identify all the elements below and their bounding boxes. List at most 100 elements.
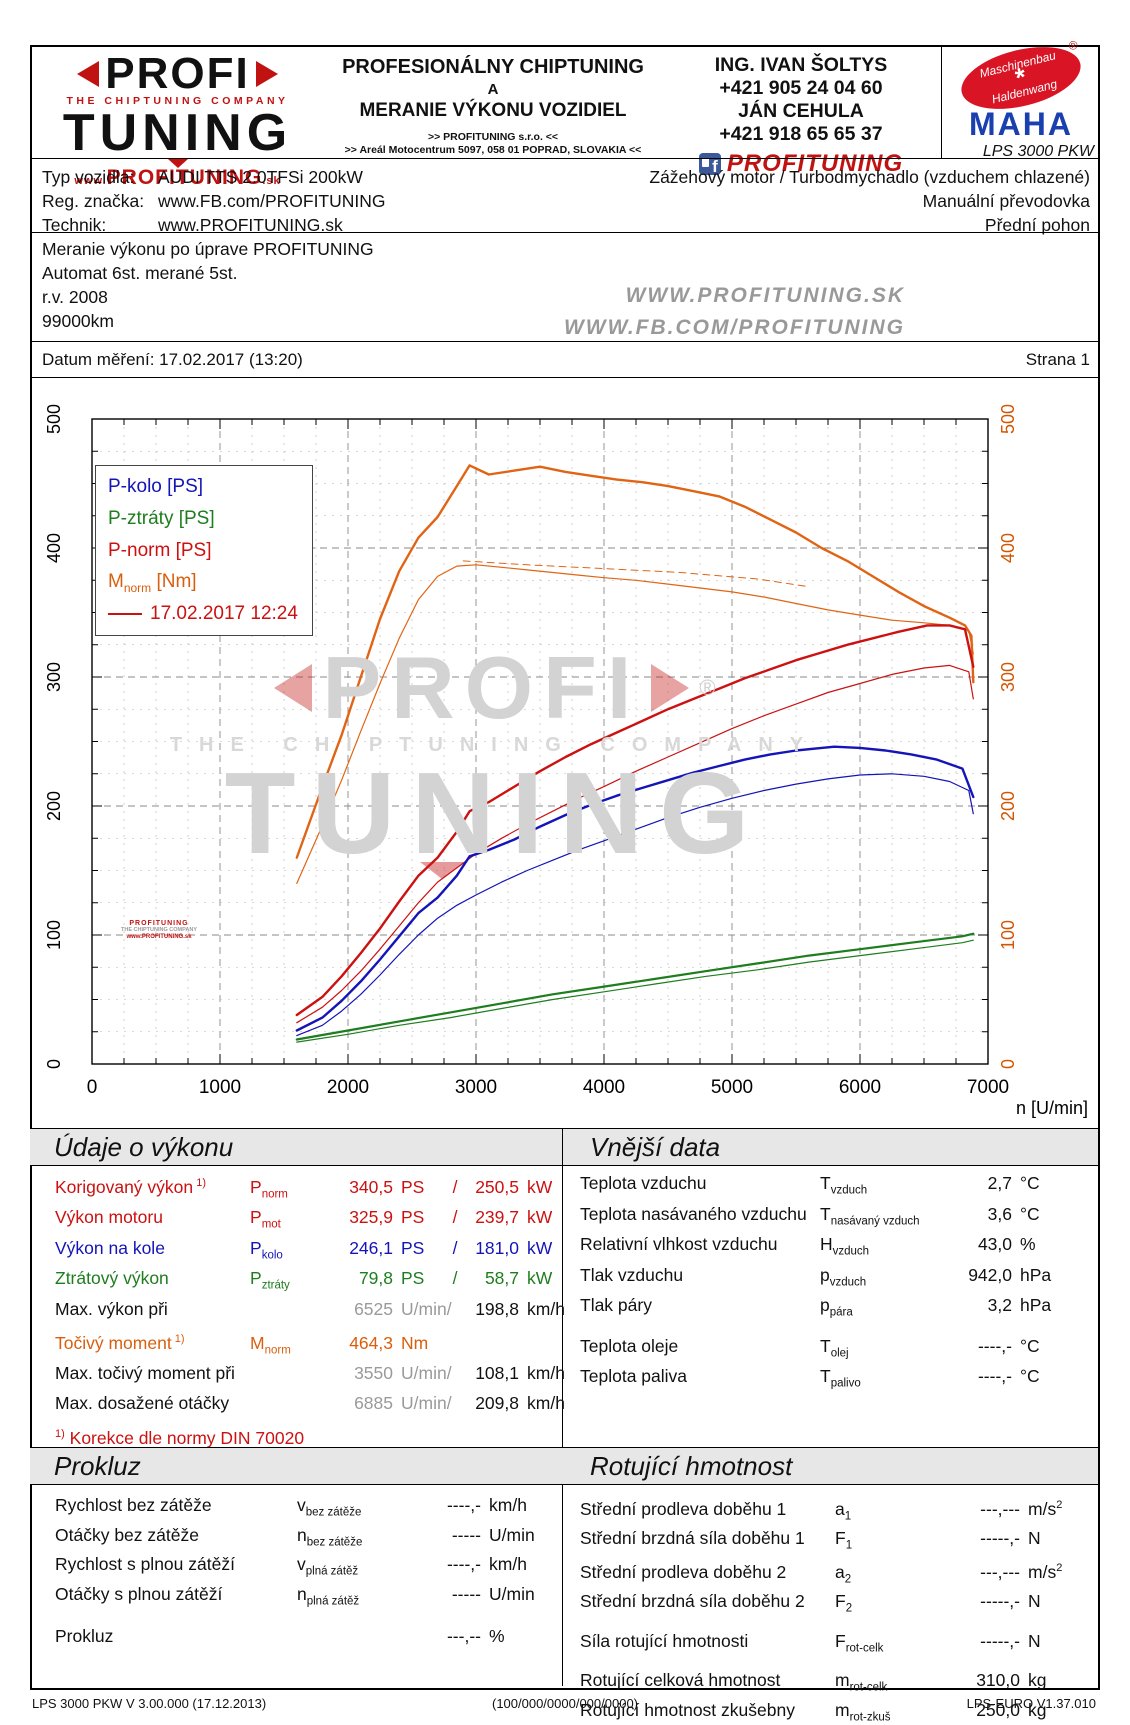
footer-version: LPS 3000 PKW V 3.00.000 (17.12.2013) bbox=[32, 1696, 267, 1711]
logo-company-text: THE CHIPTUNING COMPANY bbox=[66, 95, 289, 107]
legend-item-run-timestamp: 17.02.2017 12:24 bbox=[108, 601, 300, 627]
vehicle-row: Technik: www.PROFITUNING.sk bbox=[42, 213, 343, 237]
y-tick-label-left: 400 bbox=[44, 533, 64, 563]
table-row: Teplota oleje Tolej ----,- °C bbox=[580, 1335, 1040, 1360]
table-row: Střední prodleva doběhu 1 a1 ---,--- m/s2 bbox=[580, 1498, 1063, 1523]
series-m-norm-nm-run-12-24 bbox=[295, 464, 975, 859]
divider bbox=[30, 158, 1098, 159]
legend-item-p-kolo: P-kolo [PS] bbox=[108, 476, 204, 497]
section-title-rotating: Rotující hmotnost bbox=[590, 1451, 793, 1481]
page-number: Strana 1 bbox=[1025, 350, 1090, 369]
vehicle-reg-value: www.FB.com/PROFITUNING bbox=[158, 191, 386, 211]
note-line: r.v. 2008 bbox=[42, 287, 108, 307]
profituning-logo: PROFI THE CHIPTUNING COMPANY TUNING www.… bbox=[50, 49, 305, 191]
series-p-norm-ps-reference bbox=[296, 664, 974, 1024]
table-row: Tlak páry ppára 3,2 hPa bbox=[580, 1295, 1052, 1319]
table-row: Střední brzdná síla doběhu 2 F2 -----,- N bbox=[580, 1591, 1041, 1615]
stamp-line: THE CHIPTUNING COMPANY bbox=[121, 927, 197, 933]
maha-model-text: LPS 3000 PKW bbox=[982, 143, 1094, 160]
section-title-slip: Prokluz bbox=[54, 1451, 141, 1481]
y-tick-label-left: 500 bbox=[44, 404, 64, 434]
logo-arrow-left-icon bbox=[77, 61, 100, 87]
header-title-line3: MERANIE VÝKONU VOZIDIEL bbox=[359, 100, 627, 121]
series-p-kolo-ps-reference bbox=[296, 773, 974, 1037]
y-tick-label-right: 400 bbox=[998, 533, 1018, 563]
chart-canvas: 0 1000 2000 3000 4000 5000 6000 7000 0 0 100 100 200… bbox=[44, 404, 1088, 1118]
contact-name-1: ING. IVAN ŠOLTYS bbox=[714, 54, 888, 76]
vehicle-row: Reg. značka: www.FB.com/PROFITUNING bbox=[42, 189, 386, 213]
x-tick-label: 5000 bbox=[711, 1077, 753, 1098]
table-row: Ztrátový výkon Pztráty 79,8 PS/58,7 kW bbox=[55, 1268, 553, 1292]
x-tick-label: 0 bbox=[87, 1077, 98, 1098]
x-tick-label: 2000 bbox=[327, 1077, 369, 1098]
logo-site-text: www.PROFITUNING.sk bbox=[50, 167, 305, 191]
legend-item-p-norm: P-norm [PS] bbox=[108, 539, 212, 561]
ambient-data-table: Teplota vzduchu Tvzduch 2,7 °C Teplota nasáv… bbox=[580, 1172, 1090, 1396]
y-tick-label-left: 100 bbox=[44, 920, 64, 950]
contact-name-2: JÁN CEHULA bbox=[738, 100, 864, 122]
column-divider bbox=[562, 1128, 563, 1686]
logo-tuning-text: TUNING bbox=[62, 104, 293, 162]
logo-chevron-icon bbox=[167, 159, 188, 168]
table-row: Rychlost bez zátěže vbez zátěže ----,- km/h bbox=[55, 1495, 527, 1519]
section-title-power: Údaje o výkonu bbox=[54, 1132, 234, 1162]
header-title-line1: PROFESIONÁLNY CHIPTUNING bbox=[342, 56, 644, 78]
section-band-bottom bbox=[30, 1447, 1098, 1485]
y-tick-label-right: 300 bbox=[998, 662, 1018, 692]
table-row: Teplota nasávaného vzduchu Tnasávaný vzdu… bbox=[580, 1203, 1040, 1228]
website-watermark: WWW.PROFITUNING.SK WWW.FB.COM/PROFITUNIN… bbox=[564, 280, 905, 344]
y-tick-label-left: 300 bbox=[44, 662, 64, 692]
drive-type-text: Přední pohon bbox=[984, 215, 1090, 235]
chart-legend: P-kolo [PS] P-ztráty [PS] P-norm [PS] Mn… bbox=[95, 465, 313, 637]
dyno-chart: 0 1000 2000 3000 4000 5000 6000 7000 0 0 100 100 200… bbox=[30, 380, 1100, 1125]
y-tick-label-right: 0 bbox=[998, 1059, 1018, 1069]
vehicle-info-left: Typ vozidla: AUDI TTS 2.0TFSi 200kW Reg. … bbox=[42, 165, 386, 237]
header-divider bbox=[941, 47, 942, 158]
table-row: Rotující hmotnost zkušebny mrot-zkuš 250,0… bbox=[580, 1699, 1047, 1724]
vehicle-technician-value: www.PROFITUNING.sk bbox=[158, 215, 343, 235]
vehicle-reg-label: Reg. značka: bbox=[42, 191, 145, 211]
header-company-line: >> PROFITUNING s.r.o. << bbox=[427, 131, 559, 143]
table-row: Točivý moment 1) Mnorm 464,3 Nm bbox=[55, 1332, 429, 1357]
rotating-mass-table: Střední prodleva doběhu 1 a1 ---,--- m/s2 St… bbox=[580, 1494, 1090, 1725]
row-gap bbox=[580, 1325, 1090, 1335]
logo-www: www. bbox=[74, 175, 107, 187]
maha-logo: Maschinenbau * Haldenwang ® MAHA LPS 300… bbox=[948, 36, 1094, 161]
table-row: Rychlost s plnou zátěží vplná zátěž ----,-… bbox=[55, 1554, 527, 1578]
table-row: Otáčky bez zátěže nbez zátěže ----- U/min bbox=[55, 1524, 535, 1549]
table-row: Rotující celková hmotnost mrot-celk 310,0 k… bbox=[580, 1670, 1047, 1694]
legend-item-p-ztraty: P-ztráty [PS] bbox=[108, 507, 215, 529]
logo-tld: .sk bbox=[262, 175, 281, 187]
table-row: Relativní vlhkost vzduchu Hvzduch 43,0% bbox=[580, 1234, 1036, 1258]
header-address-line: >> Areál Motocentrum 5097, 058 01 POPRAD… bbox=[344, 144, 642, 156]
x-axis-label: n [U/min] bbox=[1016, 1098, 1088, 1118]
logo-profi-text: PROFI bbox=[105, 49, 250, 98]
table-row: Výkon motoru Pmot 325,9 PS/239,7 kW bbox=[55, 1207, 553, 1231]
website-line: WWW.PROFITUNING.SK bbox=[625, 284, 905, 307]
fb-brand-text: PROFITUNING bbox=[726, 150, 904, 177]
table-row: Síla rotující hmotnosti Frot-celk -----,- N bbox=[580, 1630, 1041, 1655]
series-p-ztr-ty-ps-reference bbox=[296, 939, 974, 1043]
row-gap bbox=[580, 1659, 1090, 1669]
measurement-notes: Meranie výkonu po úprave PROFITUNING Aut… bbox=[42, 237, 374, 333]
row-gap bbox=[55, 1612, 576, 1625]
footnote-row: 1) Korekce dle normy DIN 70020 bbox=[55, 1427, 305, 1448]
y-tick-label-right: 500 bbox=[998, 404, 1018, 434]
row-gap bbox=[580, 1620, 1090, 1630]
series-m-norm-nm-reference bbox=[296, 564, 974, 884]
legend-item-m-norm: Mnorm [Nm] bbox=[108, 571, 197, 596]
y-tick-label-right: 200 bbox=[998, 791, 1018, 821]
table-row: Max. točivý moment při 3550 U/min/108,1 km/… bbox=[55, 1363, 565, 1384]
measurement-date: Datum měření: 17.02.2017 (13:20) bbox=[42, 350, 303, 369]
note-line: Automat 6st. merané 5st. bbox=[42, 263, 238, 283]
contact-phone-2: +421 918 65 65 37 bbox=[719, 123, 883, 145]
table-row: Max. výkon při 6525 U/min/198,8 km/h bbox=[55, 1298, 565, 1319]
section-title-ambient: Vnější data bbox=[590, 1132, 721, 1162]
vehicle-technician-label: Technik: bbox=[42, 215, 107, 235]
table-row: Teplota paliva Tpalivo ----,- °C bbox=[580, 1366, 1040, 1390]
contact-phone-1: +421 905 24 04 60 bbox=[719, 77, 883, 99]
header-contact: ING. IVAN ŠOLTYS +421 905 24 04 60 JÁN C… bbox=[668, 54, 934, 178]
row-gap bbox=[55, 1415, 576, 1423]
legend-line-swatch bbox=[108, 613, 142, 616]
series-m-norm-nm-aux-dashed bbox=[462, 560, 810, 588]
